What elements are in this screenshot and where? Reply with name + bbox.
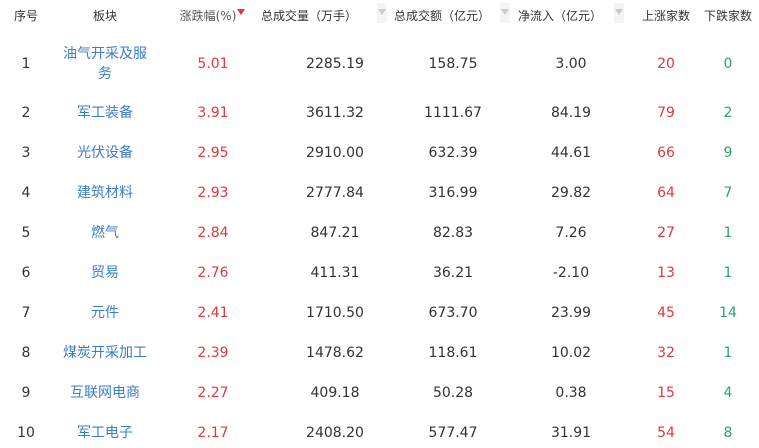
volume-cell: 847.21 [310,225,360,241]
amount-cell: 577.47 [428,425,478,441]
header-down-count: 下跌家数 [703,9,753,23]
change-cell: 2.27 [197,385,229,401]
rank-cell: 10 [17,425,35,441]
rank-cell: 6 [21,265,31,281]
volume-cell: 409.18 [310,385,360,401]
up-count-cell: 54 [657,425,675,441]
table-header: 序号 板块 涨跌幅(%) 总成交量（万手） 总成交额（亿元） 净流入（亿元） 上… [0,0,759,30]
inflow-cell: 0.38 [555,385,587,401]
up-count-cell: 64 [657,185,675,201]
change-cell: 2.76 [197,265,229,281]
down-count-cell: 8 [723,425,733,441]
sector-name-link[interactable]: 军工电子 [77,425,133,441]
sector-name-link[interactable]: 煤炭开采加工 [63,345,147,361]
up-count-cell: 20 [657,56,675,72]
sector-name-link[interactable]: 建筑材料 [77,185,133,201]
amount-cell: 118.61 [428,345,478,361]
sort-icon[interactable] [378,9,386,15]
sector-name-link[interactable]: 燃气 [91,225,119,241]
sector-name-link[interactable]: 元件 [91,305,119,321]
up-count-cell: 79 [657,105,675,121]
volume-cell: 3611.32 [306,105,364,121]
sort-icon[interactable] [615,9,623,15]
inflow-cell: -2.10 [552,265,590,281]
amount-cell: 673.70 [428,305,478,321]
sector-name-link[interactable]: 贸易 [91,265,119,281]
sort-icon[interactable] [501,9,509,15]
change-cell: 5.01 [197,56,229,72]
sector-name-link[interactable]: 油气开采及服务 [63,44,147,84]
change-cell: 2.41 [197,305,229,321]
volume-cell: 2777.84 [306,185,364,201]
rank-cell: 1 [21,56,31,72]
change-cell: 2.95 [197,145,229,161]
amount-cell: 1111.67 [424,105,482,121]
up-count-cell: 13 [657,265,675,281]
inflow-cell: 29.82 [550,185,592,201]
amount-cell: 158.75 [428,56,478,72]
amount-cell: 632.39 [428,145,478,161]
change-cell: 2.93 [197,185,229,201]
sort-desc-icon[interactable] [237,9,245,15]
sector-name-line: 油气开采及服 [63,46,147,62]
down-count-cell: 9 [723,145,733,161]
down-count-cell: 7 [723,185,733,201]
down-count-cell: 1 [723,345,733,361]
rank-cell: 8 [21,345,31,361]
up-count-cell: 32 [657,345,675,361]
volume-cell: 2910.00 [306,145,364,161]
inflow-cell: 10.02 [550,345,592,361]
sector-name-link[interactable]: 光伏设备 [77,145,133,161]
inflow-cell: 3.00 [555,56,587,72]
inflow-cell: 84.19 [550,105,592,121]
rank-cell: 2 [21,105,31,121]
volume-cell: 1710.50 [306,305,364,321]
down-count-cell: 2 [723,105,733,121]
rank-cell: 4 [21,185,31,201]
up-count-cell: 45 [657,305,675,321]
inflow-cell: 7.26 [555,225,587,241]
sector-name-line: 务 [98,66,112,82]
header-amount[interactable]: 总成交额（亿元） [393,9,491,23]
change-cell: 2.17 [197,425,229,441]
amount-cell: 36.21 [432,265,474,281]
header-inflow[interactable]: 净流入（亿元） [517,9,603,23]
down-count-cell: 1 [723,265,733,281]
sector-name-link[interactable]: 互联网电商 [70,385,140,401]
rank-cell: 7 [21,305,31,321]
inflow-cell: 44.61 [550,145,592,161]
volume-cell: 1478.62 [306,345,364,361]
sector-name-link[interactable]: 军工装备 [77,105,133,121]
inflow-cell: 23.99 [550,305,592,321]
header-sector: 板块 [92,9,118,23]
rank-cell: 9 [21,385,31,401]
amount-cell: 50.28 [432,385,474,401]
volume-cell: 2408.20 [306,425,364,441]
inflow-cell: 31.91 [550,425,592,441]
rank-cell: 3 [21,145,31,161]
up-count-cell: 15 [657,385,675,401]
down-count-cell: 0 [723,56,733,72]
down-count-cell: 4 [723,385,733,401]
rank-cell: 5 [21,225,31,241]
change-cell: 2.84 [197,225,229,241]
down-count-cell: 1 [723,225,733,241]
volume-cell: 2285.19 [306,56,364,72]
up-count-cell: 27 [657,225,675,241]
amount-cell: 82.83 [432,225,474,241]
amount-cell: 316.99 [428,185,478,201]
header-change[interactable]: 涨跌幅(%) [179,9,237,23]
header-up-count: 上涨家数 [641,9,691,23]
header-rank: 序号 [13,9,39,23]
up-count-cell: 66 [657,145,675,161]
header-volume[interactable]: 总成交量（万手） [260,9,358,23]
volume-cell: 411.31 [310,265,360,281]
down-count-cell: 14 [719,305,737,321]
change-cell: 3.91 [197,105,229,121]
change-cell: 2.39 [197,345,229,361]
